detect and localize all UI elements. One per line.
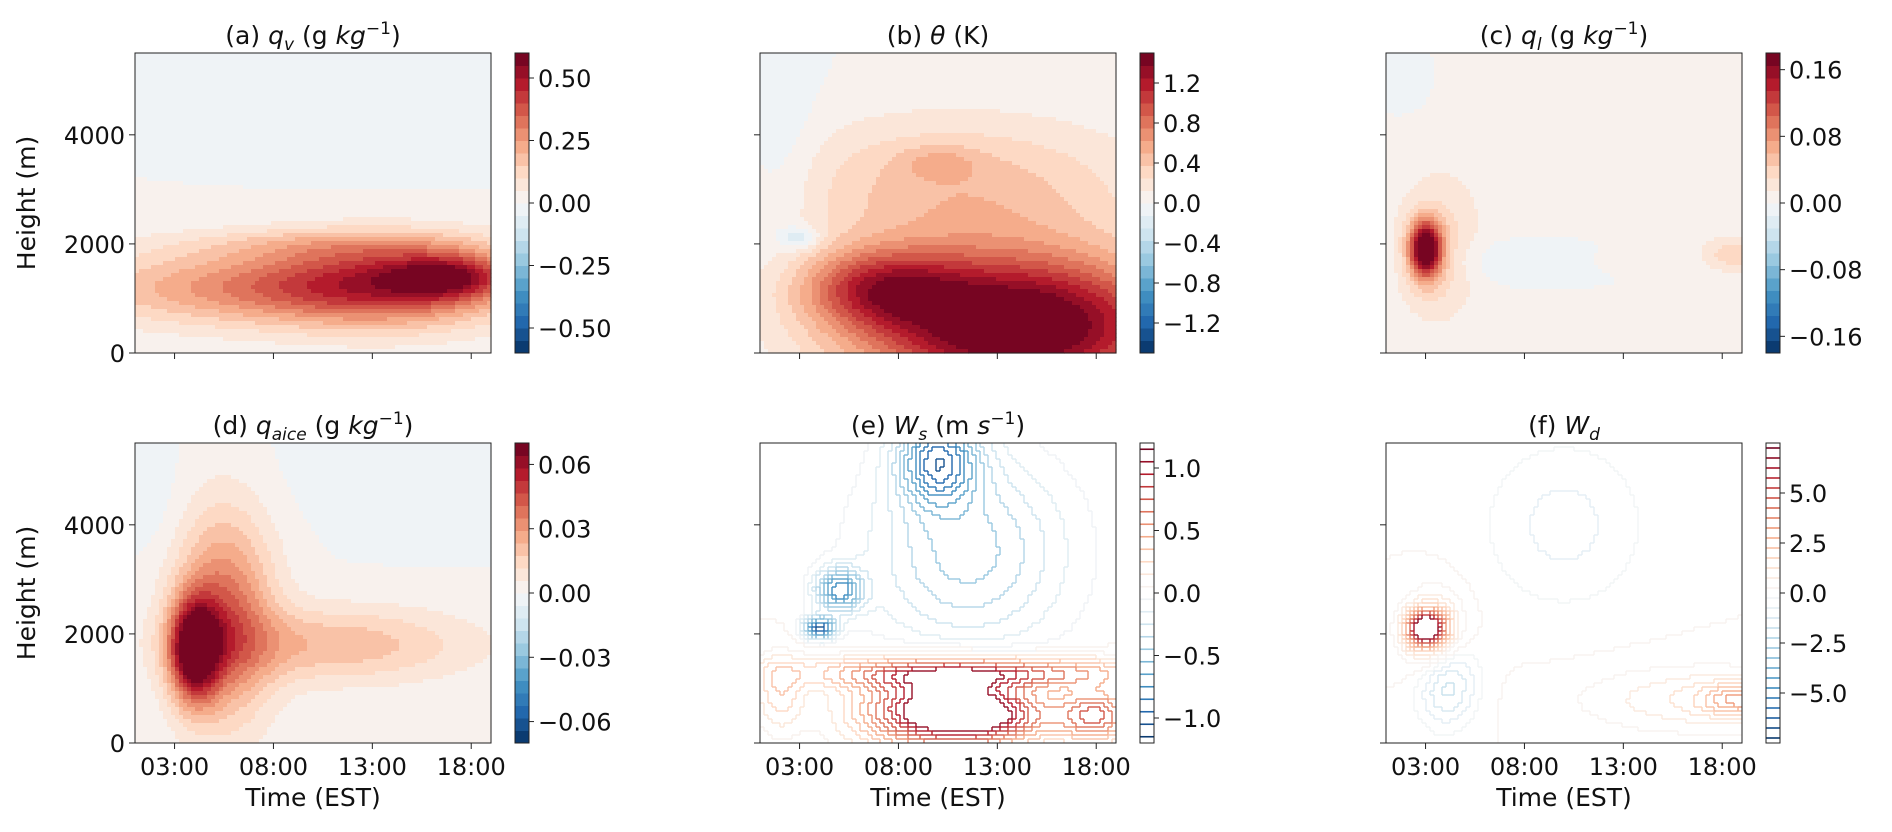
- panel-c: (c) ql​ (g kg−1​) −0.16 −0.08 0.00 0.08 0.16: [1380, 19, 1863, 359]
- axes-frame: [759, 52, 1117, 354]
- colorbar-tick-label: −5.0: [1789, 680, 1847, 708]
- colorbar-tick-label: −0.25: [538, 253, 612, 281]
- axes-frame: [759, 442, 1117, 744]
- panel-b: (b) θ (K) −1.2 −0.8 −0.4 0.0 0.4 0.8 1.2: [754, 21, 1221, 359]
- colorbar-tick-label: 1.2: [1163, 70, 1201, 98]
- panel-f: (f) Wd​ 03:00 08:00 13:00 18:00 Time (EST) −5.…: [1380, 411, 1847, 812]
- x-tick-label: 03:00: [140, 753, 209, 781]
- x-axis-label: Time (EST): [244, 783, 381, 812]
- panel-title: (c) ql​ (g kg−1​): [1480, 19, 1649, 55]
- x-tick-label: 03:00: [1391, 753, 1460, 781]
- panel-title: (a) qv​ (g kg−1​): [225, 19, 400, 55]
- field-filled: [135, 53, 492, 354]
- x-axis-label: Time (EST): [1495, 783, 1632, 812]
- x-tick-label: 08:00: [864, 753, 933, 781]
- colorbar-tick-label: −0.03: [538, 644, 612, 672]
- colorbar: −0.50 −0.25 0.00 0.25 0.50: [514, 52, 612, 354]
- field-contours: [1386, 446, 1742, 743]
- y-axis-label: Height (m): [12, 136, 41, 270]
- plot-area: [760, 443, 1116, 743]
- x-tick-label: 18:00: [437, 753, 506, 781]
- x-tick-label: 03:00: [765, 753, 834, 781]
- field-contours: [760, 443, 1116, 743]
- panel-title: (e) Ws​ (m s−1​): [851, 409, 1025, 445]
- panel-title: (b) θ (K): [887, 21, 989, 50]
- colorbar-tick-label: 0.4: [1163, 150, 1201, 178]
- axes-frame: [134, 52, 492, 354]
- colorbar-tick-label: 0.50: [538, 65, 591, 93]
- colorbar-tick-label: −0.06: [538, 709, 612, 737]
- field-filled: [1386, 53, 1743, 354]
- colorbar-tick-label: −2.5: [1789, 630, 1847, 658]
- colorbar-tick-label: 0.16: [1789, 57, 1842, 85]
- colorbar-tick-label: 0.00: [1789, 190, 1842, 218]
- y-tick-label: 0: [110, 730, 125, 758]
- colorbar-tick-label: 0.0: [1163, 190, 1201, 218]
- panel-e: (e) Ws​ (m s−1​) 03:00 08:00 13:00 18:00 Time…: [754, 409, 1221, 812]
- x-tick-label: 13:00: [1589, 753, 1658, 781]
- colorbar: −1.2 −0.8 −0.4 0.0 0.4 0.8 1.2: [1139, 52, 1221, 354]
- colorbar: −0.16 −0.08 0.00 0.08 0.16: [1765, 52, 1863, 354]
- colorbar-tick-label: 0.0: [1163, 580, 1201, 608]
- y-tick-label: 2000: [64, 231, 125, 259]
- x-tick-label: 18:00: [1062, 753, 1131, 781]
- colorbar-tick-label: 0.03: [538, 516, 591, 544]
- colorbar-tick-label: −0.4: [1163, 230, 1221, 258]
- colorbar-tick-label: 0.0: [1789, 580, 1827, 608]
- colorbar-tick-label: −1.0: [1163, 705, 1221, 733]
- colorbar-tick-label: −0.08: [1789, 257, 1863, 285]
- panel-title: (f) Wd​: [1528, 411, 1600, 445]
- y-tick-label: 4000: [64, 512, 125, 540]
- field-filled: [135, 443, 492, 744]
- x-tick-label: 13:00: [338, 753, 407, 781]
- colorbar-tick-label: 0.06: [538, 451, 591, 479]
- y-tick-label: 0: [110, 340, 125, 368]
- colorbar-tick-label: 0.08: [1789, 123, 1842, 151]
- colorbar-tick-label: −0.50: [538, 315, 612, 343]
- colorbar: −0.06 −0.03 0.00 0.03 0.06: [514, 442, 612, 744]
- x-axis-label: Time (EST): [869, 783, 1006, 812]
- colorbar-tick-label: −0.5: [1163, 643, 1221, 671]
- y-axis-label: Height (m): [12, 526, 41, 660]
- y-tick-label: 4000: [64, 122, 125, 150]
- colorbar-tick-label: −0.8: [1163, 270, 1221, 298]
- axes-frame: [134, 442, 492, 744]
- colorbar-tick-label: 5.0: [1789, 480, 1827, 508]
- x-tick-label: 08:00: [1490, 753, 1559, 781]
- colorbar: −1.0 −0.5 0.0 0.5 1.0: [1139, 442, 1221, 744]
- x-tick-label: 13:00: [963, 753, 1032, 781]
- panel-title: (d) qaice​ (g kg−1​): [213, 409, 414, 445]
- axes-frame: [1385, 442, 1743, 744]
- colorbar-tick-label: −0.16: [1789, 323, 1863, 351]
- axes-frame: [1385, 52, 1743, 354]
- colorbar-tick-label: 0.00: [538, 580, 591, 608]
- colorbar-tick-label: 0.25: [538, 128, 591, 156]
- plot-area: [1386, 443, 1742, 743]
- panel-d: (d) qaice​ (g kg−1​) 03:00 08:00 13:00 18:00…: [12, 409, 612, 812]
- colorbar-tick-label: 0.8: [1163, 110, 1201, 138]
- y-tick-label: 2000: [64, 621, 125, 649]
- panel-a: (a) qv​ (g kg−1​) 0 2000 4000 Height (m) −0.5…: [12, 19, 612, 368]
- colorbar-tick-label: 1.0: [1163, 455, 1201, 483]
- colorbar-tick-label: 0.00: [538, 190, 591, 218]
- colorbar-tick-label: −1.2: [1163, 310, 1221, 338]
- x-tick-label: 18:00: [1688, 753, 1757, 781]
- colorbar-tick-label: 2.5: [1789, 530, 1827, 558]
- colorbar: −5.0 −2.5 0.0 2.5 5.0: [1765, 442, 1847, 744]
- field-filled: [760, 53, 1117, 354]
- colorbar-tick-label: 0.5: [1163, 518, 1201, 546]
- x-tick-label: 08:00: [239, 753, 308, 781]
